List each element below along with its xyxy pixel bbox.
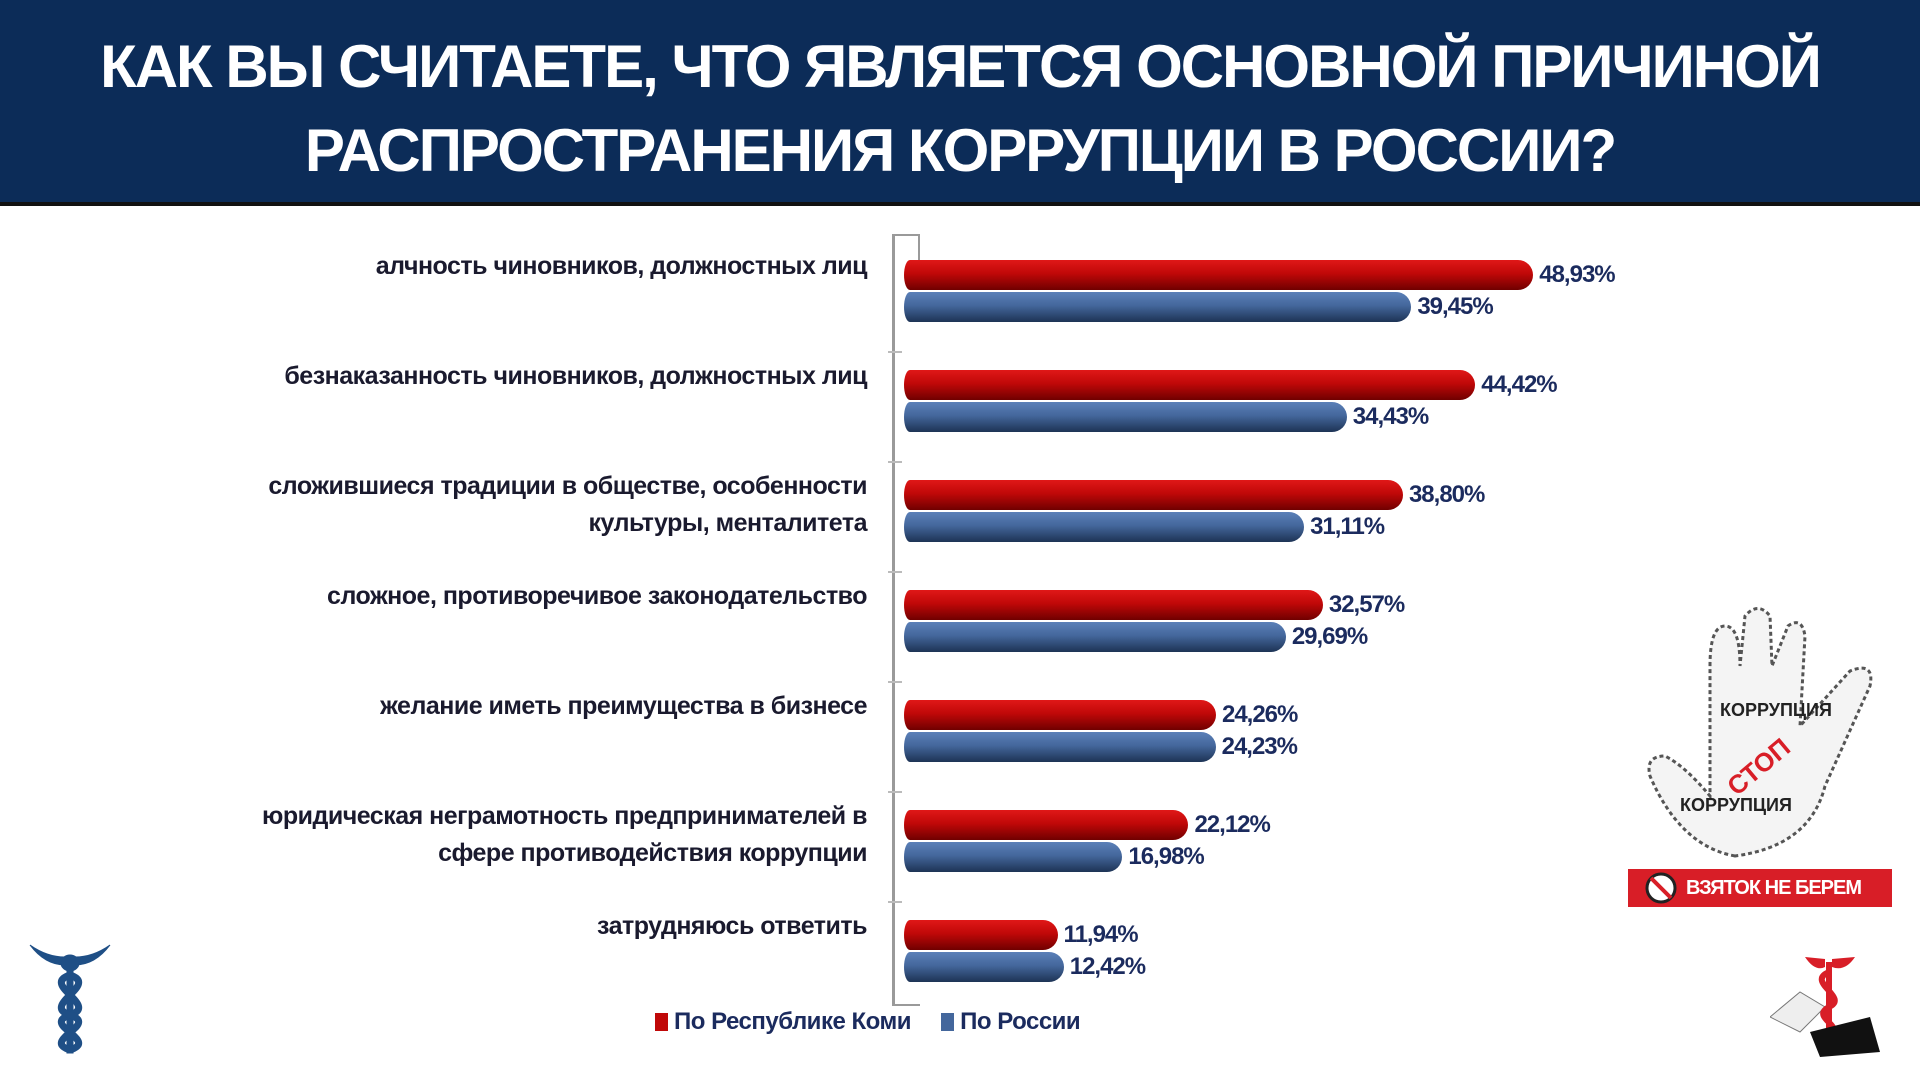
category-label: сложное, противоречивое законодательство: [67, 578, 867, 615]
legend: По Республике Коми По России: [655, 1008, 1104, 1038]
axis-tick: [888, 461, 902, 463]
category-label: затрудняюсь ответить: [67, 908, 868, 945]
no-bribe-icon: [1645, 872, 1677, 904]
category-label-line: безнаказанность чиновников, должностных …: [284, 362, 867, 390]
axis-back-line: [918, 234, 920, 278]
category-label: алчность чиновников, должностных лиц: [67, 248, 868, 285]
axis-cap: [892, 234, 920, 236]
value-label-russia: 39,45%: [1417, 293, 1493, 320]
value-label-komi: 48,93%: [1539, 261, 1615, 288]
category-label-line: сложившиеся традиции в обществе, особенн…: [268, 472, 867, 500]
value-label-russia: 12,42%: [1069, 953, 1146, 980]
title-banner: КАК ВЫ СЧИТАЕТЕ, ЧТО ЯВЛЯЕТСЯ ОСНОВНОЙ П…: [0, 0, 1920, 206]
bar-russia: [904, 622, 1286, 652]
value-label-komi: 44,42%: [1481, 371, 1557, 398]
bar-komi: [904, 810, 1189, 840]
category-label-line: алчность чиновников, должностных лиц: [375, 252, 868, 280]
bar-russia: [904, 512, 1305, 542]
legend-swatch-russia: [941, 1013, 955, 1031]
category-label-line: культуры, менталитета: [588, 509, 868, 537]
value-label-komi: 22,12%: [1194, 811, 1270, 838]
bar-komi: [904, 590, 1323, 620]
value-label-russia: 16,98%: [1128, 843, 1204, 870]
category-label: желание иметь преимущества в бизнесе: [67, 688, 867, 725]
axis-tick: [888, 901, 902, 903]
legend-swatch-komi: [655, 1013, 668, 1031]
bar-russia: [904, 292, 1412, 322]
caduceus-logo-red: [1770, 957, 1880, 1057]
bar-russia: [904, 952, 1064, 982]
axis-tick: [888, 791, 902, 793]
value-label-komi: 11,94%: [1063, 921, 1139, 948]
bar-russia: [904, 732, 1216, 762]
value-label-russia: 34,43%: [1352, 403, 1429, 430]
legend-label-russia: По России: [960, 1008, 1081, 1035]
caduceus-logo-blue: [29, 944, 111, 1054]
category-label: юридическая неграмотность предпринимател…: [67, 798, 868, 872]
category-label-line: затрудняюсь ответить: [597, 912, 868, 940]
banner-text: ВЗЯТОК НЕ БЕРЕМ: [1686, 876, 1862, 899]
value-label-komi: 32,57%: [1328, 591, 1405, 618]
legend-label-komi: По Республике Коми: [674, 1008, 911, 1035]
svg-text:КОРРУПЦИЯ: КОРРУПЦИЯ: [1680, 795, 1792, 815]
category-label-line: сложное, противоречивое законодательство: [327, 582, 867, 610]
axis-line: [892, 234, 895, 1006]
bar-russia: [904, 842, 1123, 872]
axis-tick: [888, 681, 902, 683]
value-label-russia: 24,23%: [1221, 733, 1298, 760]
no-bribes-banner: ВЗЯТОК НЕ БЕРЕМ: [1628, 869, 1892, 907]
bar-komi: [904, 920, 1058, 950]
value-label-russia: 31,11%: [1310, 513, 1385, 540]
stop-corruption-hand-icon: КОРРУПЦИЯ СТОП КОРРУПЦИЯ: [1647, 607, 1873, 858]
svg-text:КОРРУПЦИЯ: КОРРУПЦИЯ: [1720, 700, 1832, 720]
legend-item-komi: По Республике Коми: [655, 1008, 911, 1036]
title-line-2: РАСПРОСТРАНЕНИЯ КОРРУПЦИИ В РОССИИ?: [304, 117, 1617, 184]
category-label: сложившиеся традиции в обществе, особенн…: [67, 468, 867, 542]
axis-tick: [888, 571, 902, 573]
axis-bottom: [892, 1004, 920, 1006]
category-label-line: желание иметь преимущества в бизнесе: [380, 692, 867, 720]
category-label-line: юридическая неграмотность предпринимател…: [261, 802, 868, 830]
axis-tick: [888, 351, 902, 353]
bar-komi: [904, 370, 1476, 400]
bar-russia: [904, 402, 1347, 432]
value-label-russia: 29,69%: [1291, 623, 1368, 650]
bar-komi: [904, 260, 1534, 290]
category-label: безнаказанность чиновников, должностных …: [67, 358, 867, 395]
title-line-1: КАК ВЫ СЧИТАЕТЕ, ЧТО ЯВЛЯЕТСЯ ОСНОВНОЙ П…: [100, 33, 1822, 100]
legend-item-russia: По России: [941, 1008, 1081, 1036]
bar-komi: [904, 700, 1216, 730]
value-label-komi: 38,80%: [1408, 481, 1485, 508]
value-label-komi: 24,26%: [1221, 701, 1298, 728]
bar-komi: [904, 480, 1403, 510]
category-label-line: сфере противодействия коррупции: [438, 839, 867, 867]
